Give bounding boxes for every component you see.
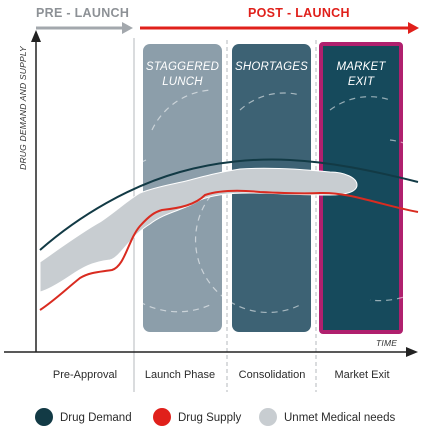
x-axis-title: TIME: [376, 338, 397, 348]
legend-item-supply: Drug Supply: [153, 408, 242, 426]
legend-item-demand: Drug Demand: [35, 408, 132, 426]
dashed-arc: [151, 89, 213, 131]
pre-launch-arrow-head: [122, 22, 133, 34]
phase-label-consolidation: Consolidation: [239, 369, 306, 381]
red-circle-icon: [153, 408, 171, 426]
drug-supply-line: [39, 189, 419, 311]
legend-label-demand: Drug Demand: [60, 412, 132, 424]
phase-label-launch: Launch Phase: [145, 369, 215, 381]
y-axis-title: DRUG DEMAND AND SUPPLY: [18, 45, 28, 170]
legend-item-unmet: Unmet Medical needs: [259, 408, 395, 426]
shortages-label: SHORTAGES: [235, 61, 308, 73]
dark-circle-icon: [35, 408, 53, 426]
grey-circle-icon: [259, 408, 277, 426]
phase-label-pre-approval: Pre-Approval: [53, 369, 117, 381]
staggered-label-line1: STAGGERED: [146, 61, 219, 73]
dashed-arc: [329, 96, 391, 111]
market-exit-label-line2: EXIT: [348, 76, 375, 88]
post-launch-header: POST - LAUNCH: [140, 6, 419, 34]
dashed-arc: [98, 159, 211, 313]
pre-launch-label: PRE - LAUNCH: [36, 6, 129, 20]
chart-axes: DRUG DEMAND AND SUPPLY TIME: [4, 30, 418, 357]
phase-label-market-exit: Market Exit: [334, 369, 389, 381]
legend-label-supply: Drug Supply: [178, 412, 242, 424]
drug-demand-line: [39, 158, 419, 251]
post-launch-arrow-head: [408, 22, 419, 34]
legend-label-unmet: Unmet Medical needs: [284, 412, 395, 424]
dashed-arc: [239, 92, 301, 111]
x-axis-arrow: [406, 347, 418, 357]
staggered-label-line2: LUNCH: [162, 76, 203, 88]
y-axis-arrow: [31, 30, 41, 42]
pre-launch-header: PRE - LAUNCH: [36, 6, 133, 34]
unmet-needs-band: [39, 167, 358, 293]
market-exit-label-line1: MARKET: [336, 61, 386, 73]
phase-labels: Pre-Approval Launch Phase Consolidation …: [53, 369, 390, 381]
legend: Drug Demand Drug Supply Unmet Medical ne…: [35, 408, 395, 426]
post-launch-label: POST - LAUNCH: [248, 6, 350, 20]
